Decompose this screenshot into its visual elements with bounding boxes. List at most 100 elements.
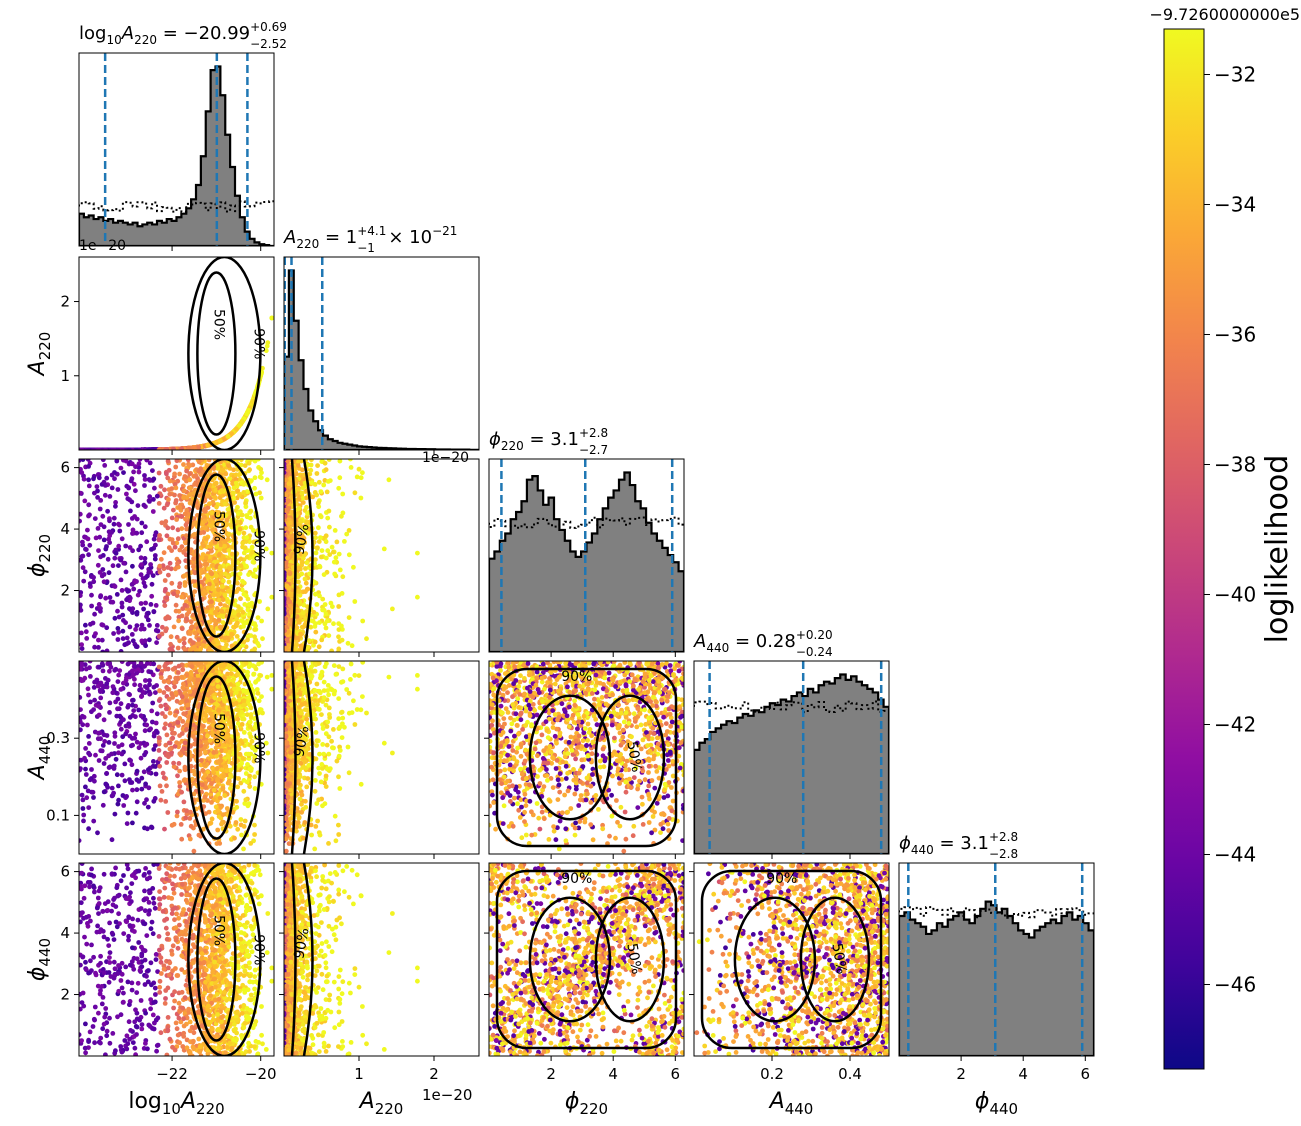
scatter-point	[169, 634, 174, 639]
scatter-point	[208, 542, 213, 547]
scatter-point	[107, 518, 112, 523]
scatter-point	[146, 611, 151, 616]
title-func: log	[79, 23, 106, 44]
scatter-point	[336, 604, 341, 609]
scatter-point	[353, 490, 358, 495]
scatter-point	[120, 536, 125, 541]
scatter-point	[121, 618, 126, 623]
scatter-point	[169, 486, 174, 491]
scatter-point	[113, 584, 118, 589]
scatter-point	[323, 602, 328, 607]
scatter-point	[252, 486, 257, 491]
scatter-point	[162, 487, 167, 492]
scatter-point	[332, 560, 337, 565]
scatter-point	[317, 564, 322, 569]
scatter-point	[313, 531, 318, 536]
scatter-point	[201, 643, 206, 648]
scatter-point	[303, 577, 308, 582]
contour-label-50: 50%	[210, 511, 226, 542]
scatter-point	[259, 475, 264, 480]
scatter-point	[207, 501, 212, 506]
scatter-point	[248, 516, 253, 521]
scatter-point	[91, 575, 96, 580]
scatter-point	[213, 495, 218, 500]
scatter-point	[102, 463, 107, 468]
scatter-point	[327, 525, 332, 530]
scatter-point	[314, 649, 319, 654]
scatter-point	[143, 638, 148, 643]
scatter-point	[117, 529, 122, 534]
scatter-point	[102, 538, 107, 543]
scatter-point	[333, 528, 338, 533]
scatter-point	[155, 623, 160, 628]
scatter-point	[415, 551, 420, 556]
scatter-point	[241, 610, 246, 615]
scatter-point	[313, 621, 318, 626]
scatter-point	[234, 589, 239, 594]
scatter-point	[191, 533, 196, 538]
scatter-point	[160, 625, 165, 630]
scatter-point	[187, 477, 192, 482]
scatter-point	[214, 638, 219, 643]
scatter-point	[129, 479, 134, 484]
scatter-point	[124, 570, 129, 575]
scatter-point	[165, 614, 170, 619]
scatter-point	[301, 500, 306, 505]
scatter-point	[77, 519, 82, 524]
scatter-point	[116, 637, 121, 642]
scatter-point	[142, 503, 147, 508]
scatter-point	[162, 550, 167, 555]
scatter-point	[86, 552, 91, 557]
scatter-point	[320, 548, 325, 553]
scatter-point	[237, 472, 242, 477]
scatter-point	[85, 528, 90, 533]
scatter-point	[120, 613, 125, 618]
scatter-point	[151, 477, 156, 482]
scatter-point	[143, 643, 148, 648]
scatter-point	[87, 484, 92, 489]
scatter-point	[143, 584, 148, 589]
scatter-point	[227, 580, 232, 585]
scatter-point	[315, 471, 320, 476]
scatter-point	[163, 578, 168, 583]
title-value: = −20.99	[157, 23, 250, 44]
scatter-point	[104, 625, 109, 630]
scatter-point	[134, 531, 139, 536]
scatter-point	[174, 603, 179, 608]
scatter-point	[157, 471, 162, 476]
contour-label-90: 90%	[250, 328, 266, 359]
scatter-point	[188, 631, 193, 636]
scatter-point	[183, 603, 188, 608]
scatter-point	[139, 562, 144, 567]
scatter-point	[296, 565, 301, 570]
scatter-point	[321, 483, 326, 488]
scatter-point	[152, 486, 157, 491]
scatter-point	[87, 512, 92, 517]
scatter-point	[313, 535, 318, 540]
scatter-point	[168, 642, 173, 647]
panel-content: 50%90%	[77, 257, 274, 452]
scatter-point	[314, 551, 319, 556]
scatter-point	[113, 504, 118, 509]
scatter-points	[77, 457, 274, 655]
scatter-point	[241, 482, 246, 487]
scatter-point	[154, 628, 159, 633]
scatter-point	[247, 602, 252, 607]
scatter-point	[221, 597, 226, 602]
scatter-point	[130, 462, 135, 467]
scatter-point	[287, 599, 292, 604]
scatter-point	[116, 522, 121, 527]
scatter-point	[108, 494, 113, 499]
scatter-point	[216, 587, 221, 592]
scatter-point	[171, 591, 176, 596]
scatter-point	[91, 476, 96, 481]
scatter-point	[206, 575, 211, 580]
scatter-point	[208, 610, 213, 615]
scatter-point	[124, 492, 129, 497]
scatter-point	[146, 618, 151, 623]
scatter-point	[218, 625, 223, 630]
scatter-point	[92, 491, 97, 496]
scatter-point	[112, 522, 117, 527]
scatter-point	[123, 544, 128, 549]
scatter-point	[100, 514, 105, 519]
